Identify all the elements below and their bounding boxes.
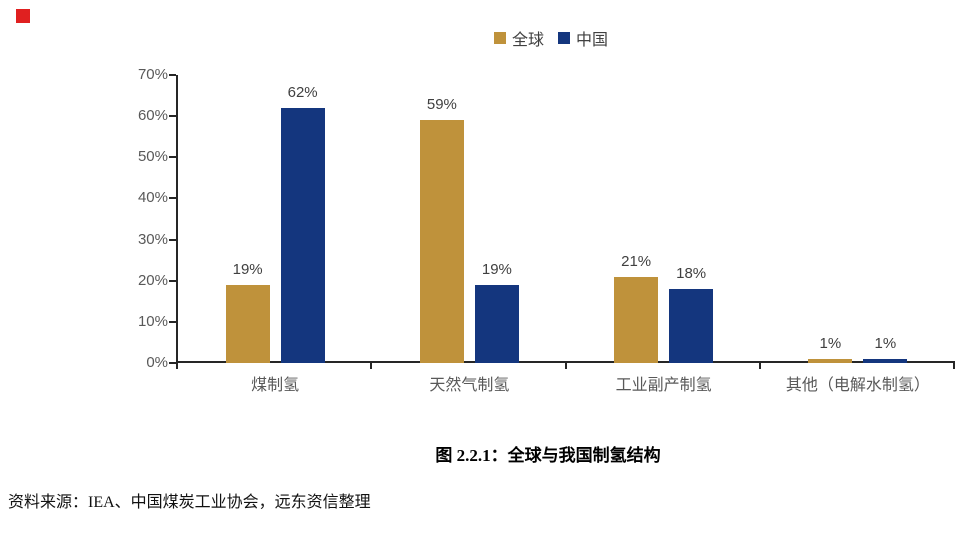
- y-axis-tick-mark: [169, 279, 176, 282]
- legend-label: 中国: [576, 32, 609, 49]
- legend-item-全球[interactable]: 全球: [493, 26, 544, 50]
- bar-全球-其他（电解水制氢）[interactable]: [808, 358, 853, 363]
- bar-中国-煤制氢[interactable]: [280, 107, 325, 363]
- y-axis-tick-label: 0%: [146, 354, 168, 371]
- bar-value-label: 59%: [426, 96, 457, 114]
- figure-caption: 图 2.2.1：全球与我国制氢结构: [435, 446, 661, 465]
- bar-value-label: 62%: [287, 83, 318, 101]
- y-axis-tick-label: 70%: [137, 66, 168, 83]
- bar-value-label: 19%: [232, 260, 263, 278]
- x-axis-category-label: 工业副产制氢: [615, 377, 712, 394]
- plot-area: [176, 75, 955, 363]
- bar-value-label: 1%: [819, 334, 842, 352]
- y-axis-tick-mark: [169, 197, 176, 200]
- legend-swatch-icon: [493, 32, 506, 44]
- x-axis-tick-mark: [953, 363, 955, 369]
- legend-label: 全球: [511, 32, 544, 49]
- y-axis-tick-mark: [169, 74, 176, 76]
- bar-中国-工业副产制氢[interactable]: [669, 288, 714, 363]
- x-axis-category-label: 煤制氢: [251, 377, 300, 394]
- y-axis-tick-mark: [169, 238, 176, 241]
- y-axis-tick-label: 40%: [137, 189, 168, 207]
- y-axis-tick-mark: [169, 320, 176, 323]
- y-axis-tick-mark: [169, 156, 176, 159]
- y-axis-tick-mark: [169, 115, 176, 118]
- source-note: 资料来源：IEA、中国煤炭工业协会，远东资信整理: [8, 494, 371, 511]
- bar-中国-其他（电解水制氢）[interactable]: [863, 358, 908, 363]
- bar-中国-天然气制氢[interactable]: [474, 284, 519, 363]
- bar-value-label: 18%: [676, 264, 707, 282]
- x-axis-category-label: 天然气制氢: [429, 377, 510, 394]
- bar-全球-工业副产制氢[interactable]: [614, 276, 659, 363]
- chart-legend: 全球 中国: [62, 26, 978, 50]
- bar-value-label: 1%: [874, 334, 897, 352]
- y-axis-tick-label: 10%: [137, 312, 168, 330]
- legend-swatch-icon: [558, 32, 570, 44]
- y-axis-tick-label: 20%: [137, 271, 168, 289]
- x-axis-tick-mark: [176, 363, 178, 369]
- x-axis-tick-mark: [758, 363, 761, 369]
- red-square-marker: [16, 9, 30, 23]
- legend-item-中国[interactable]: 中国: [558, 26, 608, 50]
- y-axis-tick-label: 30%: [137, 230, 168, 248]
- bar-value-label: 21%: [621, 252, 652, 270]
- x-axis-tick-mark: [370, 363, 373, 369]
- bar-value-label: 19%: [481, 260, 512, 278]
- bar-全球-煤制氢[interactable]: [225, 284, 270, 363]
- y-axis-tick-mark: [169, 362, 176, 364]
- y-axis-tick-label: 60%: [137, 107, 168, 125]
- bar-全球-天然气制氢[interactable]: [419, 120, 464, 363]
- grouped-bar-chart: 0% 10% 20% 30% 40% 50% 60% 70% 19% 62% 煤制氢 59% 19% 天然…: [0, 66, 978, 415]
- y-axis-tick-label: 50%: [137, 148, 168, 166]
- x-axis-category-label: 其他（电解水制氢）: [785, 377, 930, 394]
- x-axis-tick-mark: [564, 363, 567, 369]
